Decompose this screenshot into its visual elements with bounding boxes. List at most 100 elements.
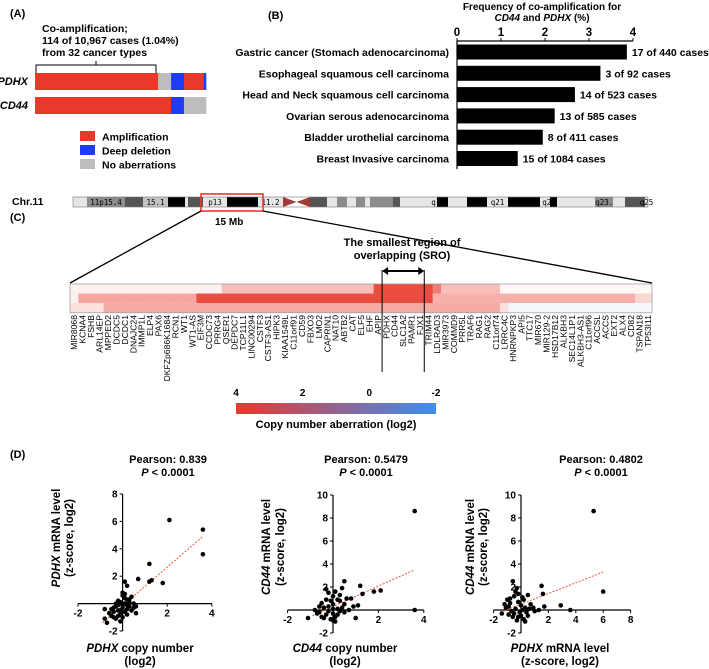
colorbar-label: Copy number aberration (log2) — [256, 419, 417, 431]
data-point — [514, 585, 520, 591]
heatmap-cell — [381, 293, 392, 304]
heatmap-cell — [238, 283, 248, 294]
data-point — [510, 578, 516, 584]
x-axis-label-line2: (log2) — [124, 656, 155, 668]
heatmap-cell — [424, 283, 434, 294]
heatmap-cell — [500, 293, 510, 304]
gene-label: PRRG4 — [213, 315, 223, 345]
heatmap-cell — [322, 293, 332, 304]
heatmap-cell — [230, 283, 240, 294]
heatmap-cell — [559, 293, 569, 304]
heatmap-cell — [584, 283, 594, 294]
heatmap-cell — [398, 303, 408, 313]
heatmap-cell — [500, 303, 510, 313]
gene-label: CCDC73 — [204, 315, 214, 350]
zoom-line-right — [262, 210, 653, 284]
sro-label: The smallest region of — [344, 237, 461, 249]
co-amplification-annotation: Co-amplification; — [42, 23, 128, 35]
heatmap-cell — [297, 303, 307, 313]
data-point — [355, 603, 361, 608]
heatmap-cell — [618, 293, 628, 304]
x-tick-label: 6 — [600, 615, 606, 626]
heatmap-cell — [86, 293, 96, 304]
data-point — [532, 608, 537, 614]
chromosome-band — [365, 197, 370, 207]
data-point — [524, 610, 529, 615]
track-segment-no-aberrations — [158, 73, 172, 90]
y-label-gene: PDHX — [51, 554, 63, 587]
heatmap-cell — [322, 303, 332, 313]
panel-c: (C) Chr.11 11p15.4 15.1 p13 11p12 11.2 q14.1 q21… — [10, 193, 653, 431]
heatmap-cell — [213, 303, 223, 313]
co-amplification-annotation: 114 of 10,967 cases (1.04%) — [42, 35, 179, 47]
pearson-label: Pearson: 0.5479 — [324, 454, 408, 466]
heatmap-cell — [95, 293, 105, 304]
chromosome-band — [73, 197, 87, 207]
heatmap-cell — [280, 283, 290, 294]
colorbar-tick-label: 4 — [233, 388, 239, 399]
y-tick-label: -2 — [507, 629, 516, 640]
chart-title-line2: CD44 and PDHX (%) — [494, 13, 589, 24]
data-point — [346, 607, 352, 613]
category-label: Gastric cancer (Stomach adenocarcinoma) — [235, 47, 449, 59]
heatmap-cell — [171, 293, 181, 304]
heatmap-cell — [567, 293, 577, 304]
track-segment-deep-deletion — [203, 73, 207, 90]
heatmap-cell — [432, 293, 442, 304]
data-point — [147, 561, 152, 567]
data-point — [337, 608, 343, 614]
data-point — [326, 590, 331, 596]
data-point — [319, 600, 324, 606]
heatmap-cell — [348, 283, 358, 294]
heatmap-cell — [381, 303, 392, 313]
gene-label: APIP — [373, 315, 383, 335]
gene-label: PDHX — [381, 315, 391, 339]
chromosome-band — [168, 197, 185, 207]
data-point — [106, 610, 112, 616]
heatmap-cell — [263, 283, 273, 294]
heatmap-cell — [171, 303, 181, 313]
pearson-label: Pearson: 0.839 — [129, 454, 207, 466]
heatmap-cell — [306, 293, 316, 304]
band-label: 11p15.4 — [90, 198, 122, 207]
heatmap-cell — [196, 283, 206, 294]
data-point — [126, 604, 132, 609]
gene-label: ACCSL — [592, 315, 602, 344]
heatmap-cell — [95, 303, 105, 313]
x-tick-label: 2 — [546, 615, 552, 626]
heatmap-cell — [255, 293, 265, 304]
heatmap-cell — [407, 293, 417, 304]
gene-label: QSER1 — [221, 315, 231, 344]
heatmap-cell — [154, 303, 164, 313]
heatmap-cell — [78, 293, 88, 304]
data-point — [111, 615, 116, 620]
heatmap-cell — [592, 293, 602, 304]
gene-label: RAG1 — [474, 315, 484, 339]
heatmap-cell — [187, 303, 198, 313]
gene-label: SLC1A2 — [398, 315, 408, 347]
heatmap-border — [69, 283, 653, 314]
bar — [457, 87, 575, 103]
x-label-text: copy number — [118, 643, 194, 655]
heatmap-cell — [221, 303, 231, 313]
data-point — [323, 612, 329, 617]
x-label-gene: CD44 — [293, 643, 323, 655]
heatmap-cell — [128, 303, 138, 313]
colorbar-tick-label: 2 — [300, 388, 306, 399]
data-point — [506, 604, 511, 609]
chromosome-band — [203, 197, 227, 207]
data-point — [520, 595, 525, 600]
heatmap-cell — [584, 303, 594, 313]
heatmap-cell — [390, 293, 400, 304]
gene-label: ARL14EP — [95, 315, 105, 353]
heatmap-cell — [609, 293, 619, 304]
legend-swatch-no-aberrations — [80, 159, 95, 169]
panel-label-c: (C) — [10, 212, 26, 224]
gene-label: ACCS — [601, 315, 611, 339]
heatmap-cell — [483, 303, 493, 313]
bar — [457, 44, 627, 60]
data-point — [321, 605, 327, 610]
